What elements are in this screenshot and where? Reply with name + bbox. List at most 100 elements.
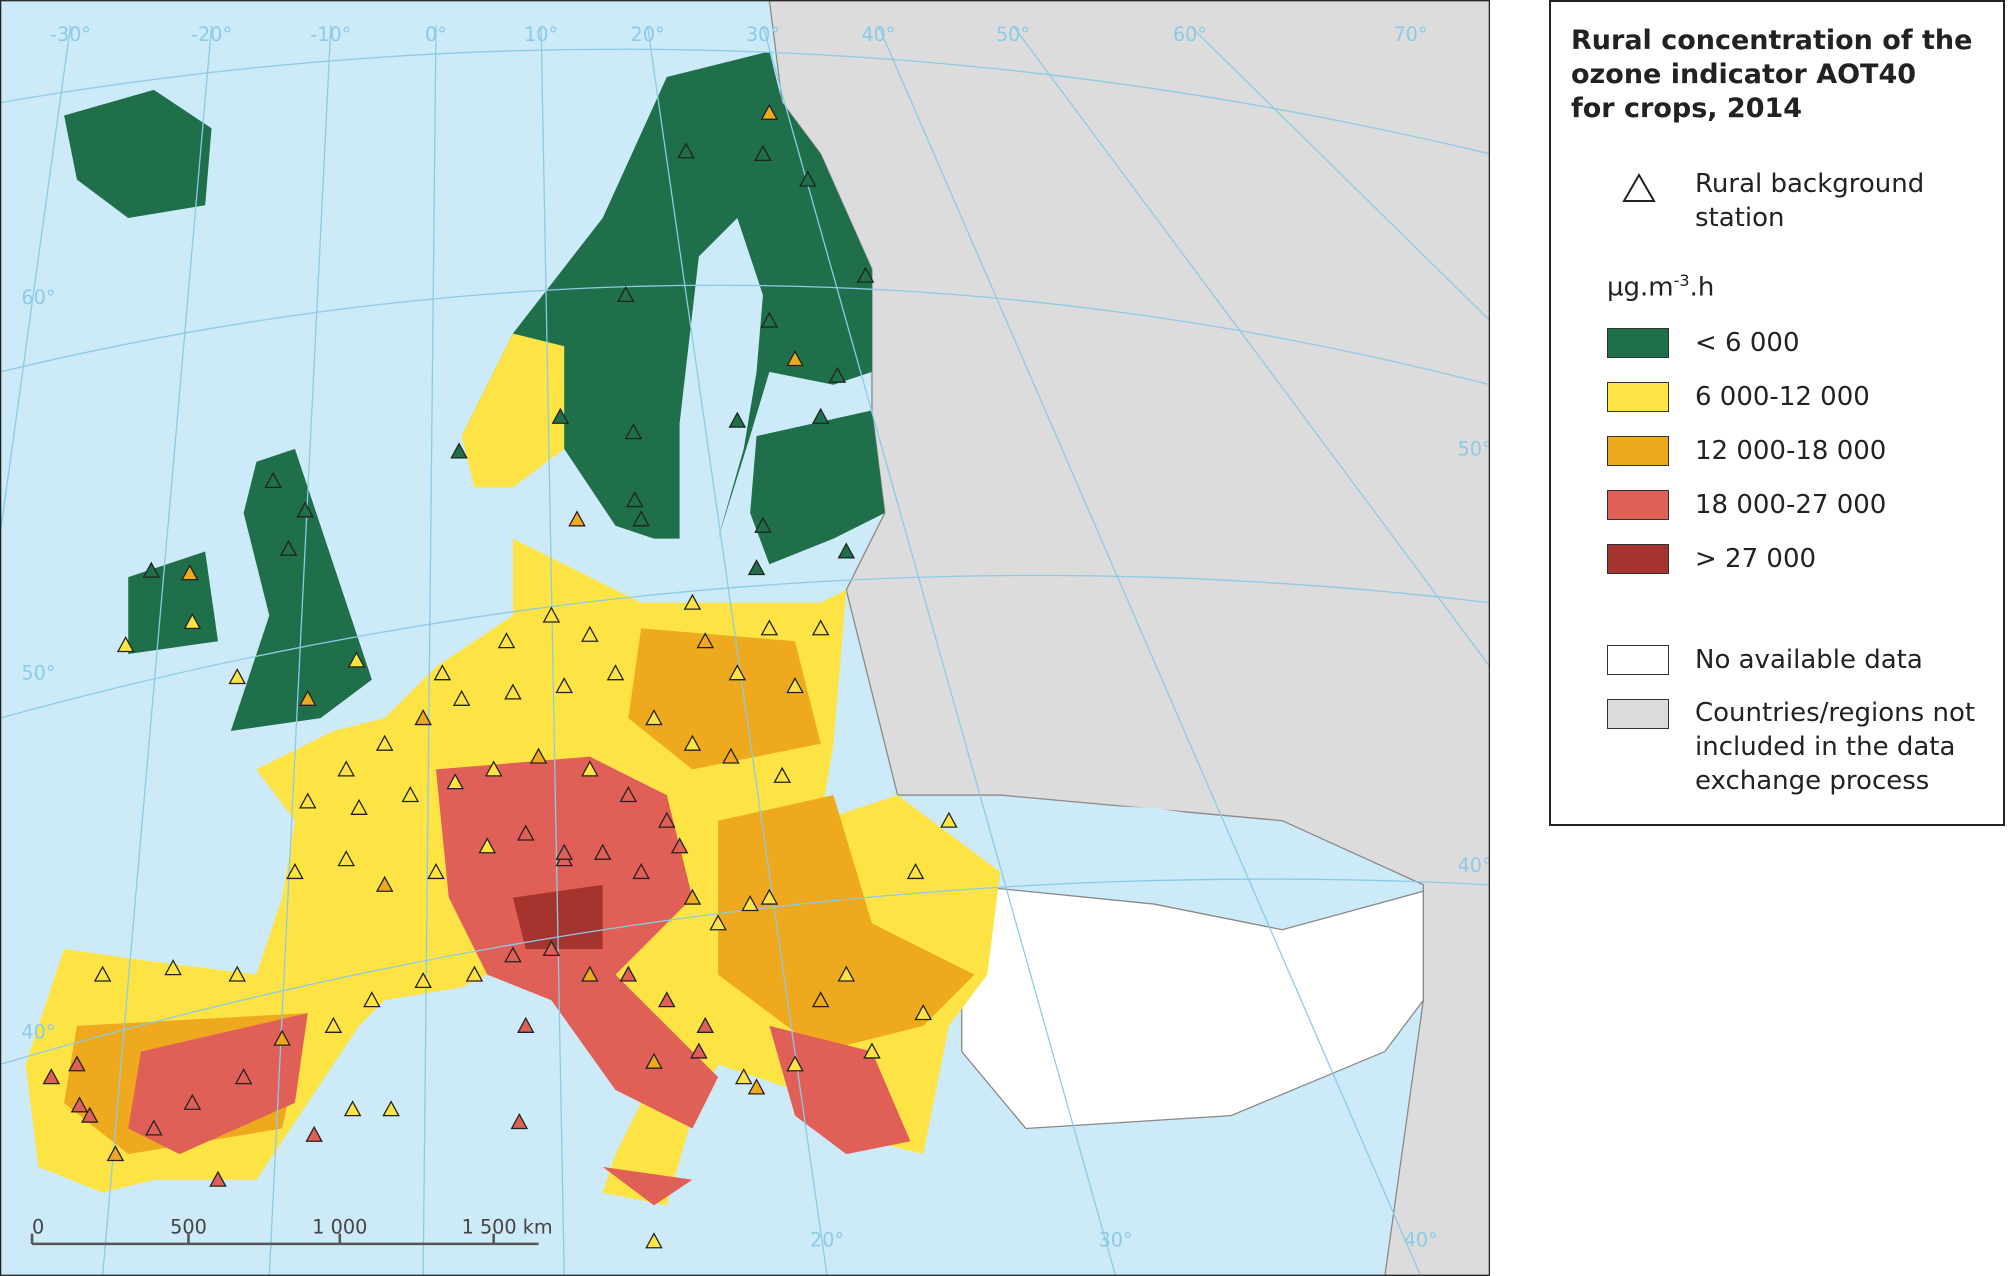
station: [529, 747, 548, 764]
station: [142, 561, 161, 578]
station: [551, 407, 570, 424]
map-label: 40°: [1404, 1228, 1438, 1251]
map-label: 30°: [746, 23, 780, 46]
station: [427, 862, 445, 880]
station: [145, 1119, 163, 1136]
station: [696, 1016, 715, 1033]
station: [375, 734, 394, 751]
station: [722, 747, 740, 764]
station: [433, 664, 452, 681]
map-label: 70°: [1393, 23, 1427, 46]
station-symbol: [1622, 172, 1656, 202]
station: [286, 862, 304, 880]
map-label: 40°: [1458, 854, 1490, 877]
legend: Rural concentration of the ozone indicat…: [1549, 0, 2005, 826]
map-label: -20°: [191, 23, 232, 46]
station: [645, 709, 663, 726]
map-label: 0°: [425, 23, 447, 46]
meridian: [762, 25, 1117, 1276]
station: [754, 516, 772, 533]
station: [183, 1093, 202, 1110]
station: [619, 786, 638, 803]
map-label: 60°: [1173, 23, 1207, 46]
station: [645, 1232, 663, 1249]
station: [484, 760, 503, 777]
region: [128, 1013, 308, 1155]
meridian: [268, 25, 332, 1276]
station: [93, 965, 112, 982]
legend-swatch: [1607, 382, 1669, 412]
legend-title: for crops, 2014: [1571, 93, 1803, 124]
region: [64, 89, 212, 219]
station: [645, 1052, 663, 1069]
station: [619, 965, 638, 982]
station: [811, 991, 830, 1008]
station: [760, 311, 779, 328]
station: [747, 1078, 766, 1095]
station: [658, 991, 676, 1008]
parallel: [0, 48, 1490, 155]
station: [906, 862, 925, 880]
station: [940, 811, 958, 828]
legend-class-label: < 6 000: [1695, 328, 1800, 358]
map-label: 10°: [524, 23, 558, 46]
meridian: [0, 25, 72, 540]
legend-class-label: 12 000-18 000: [1695, 436, 1887, 466]
station: [504, 946, 522, 963]
station: [734, 1068, 753, 1085]
station: [632, 862, 650, 880]
station: [516, 1016, 535, 1033]
station: [164, 959, 182, 976]
station: [209, 1170, 227, 1187]
station: [754, 144, 772, 161]
station: [68, 1055, 86, 1072]
region: [230, 448, 372, 731]
station: [478, 837, 497, 854]
station: [760, 103, 779, 120]
station: [350, 798, 368, 815]
legend-class-label: 18 000-27 000: [1695, 490, 1887, 520]
meridian: [877, 25, 1422, 1276]
station-label: Rural background station: [1695, 169, 1925, 233]
legend-swatch: [1607, 490, 1669, 520]
station: [106, 1145, 125, 1162]
station: [279, 539, 298, 556]
map-label: 500: [170, 1216, 207, 1239]
station: [452, 689, 471, 706]
station: [696, 632, 715, 649]
station: [624, 423, 643, 440]
station: [343, 1100, 362, 1117]
map-label: -10°: [310, 23, 351, 46]
map-label: 60°: [21, 286, 55, 309]
map-label: 1 000: [312, 1216, 367, 1239]
station: [747, 559, 766, 576]
station: [677, 142, 695, 159]
station: [837, 965, 856, 982]
station: [828, 366, 847, 383]
station: [625, 491, 644, 508]
station: [632, 510, 650, 527]
station: [264, 471, 282, 488]
station: [581, 625, 599, 642]
station: [465, 965, 484, 982]
station: [446, 773, 464, 790]
station: [450, 442, 468, 459]
meridian: [1189, 25, 1490, 322]
station: [296, 501, 314, 518]
map-label: 50°: [1458, 437, 1490, 460]
station: [70, 1096, 89, 1113]
legend-title: Rural concentration of the: [1571, 25, 1973, 56]
unit-label: µg.m-3.h: [1607, 264, 1714, 305]
map-label: 40°: [861, 23, 895, 46]
station: [234, 1068, 253, 1085]
station: [741, 895, 759, 912]
scale-bar: [30, 1233, 539, 1246]
station: [863, 1042, 881, 1059]
station: [382, 1100, 400, 1117]
station: [786, 677, 804, 694]
no-data-swatch: [1607, 645, 1669, 675]
station: [606, 664, 625, 681]
station: [856, 266, 875, 283]
station: [568, 510, 586, 527]
